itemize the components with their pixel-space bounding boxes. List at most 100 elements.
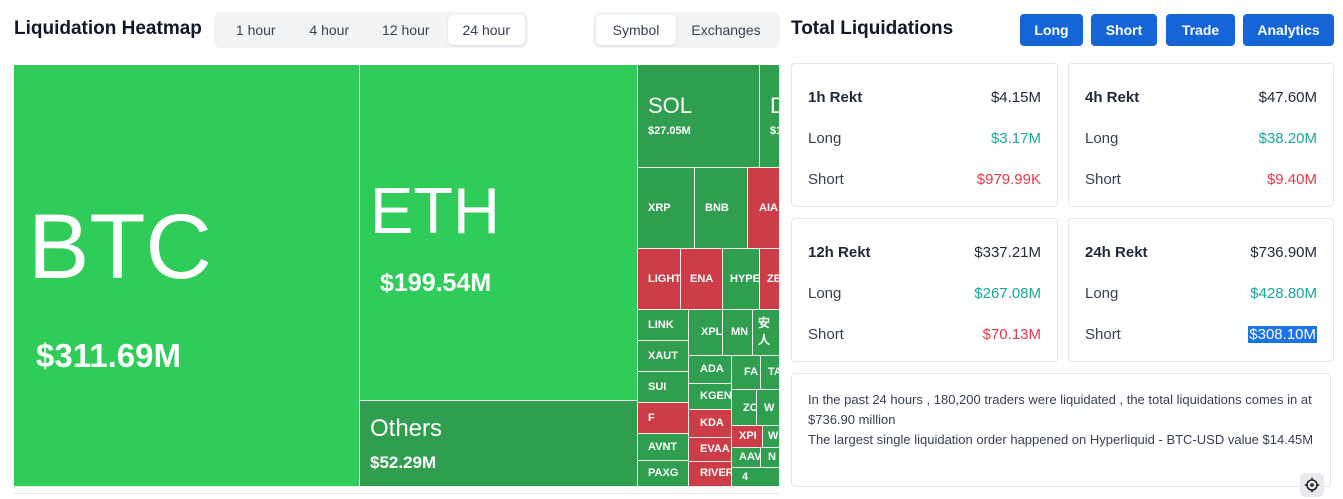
card-12h-long-label: Long [808, 285, 842, 302]
tile-hype-symbol: HYPE [730, 273, 760, 285]
tile-misc[interactable]: 4 [732, 468, 780, 487]
tile-fa[interactable]: FA [732, 356, 761, 390]
tile-btc-value: $311.69M [36, 337, 181, 374]
tile-eth[interactable]: ETH $199.54M [360, 65, 638, 401]
tile-f-symbol: F [648, 412, 655, 424]
tile-river[interactable]: RIVER [689, 462, 732, 487]
card-1h-long-value: $3.17M [990, 130, 1041, 147]
tile-aia-symbol: AIA [759, 202, 778, 214]
tile-aia[interactable]: AIA [748, 168, 780, 249]
tile-sui-symbol: SUI [648, 381, 667, 393]
tile-others[interactable]: Others $52.29M [360, 401, 638, 487]
tile-doge[interactable]: D $1 [760, 65, 780, 168]
tile-btc-symbol: BTC [28, 196, 212, 298]
tile-ena[interactable]: ENA [681, 249, 723, 310]
tile-xrp-symbol: XRP [648, 202, 671, 214]
tile-sol[interactable]: SOL $27.05M [638, 65, 760, 168]
card-24h-long-value: $428.80M [1250, 285, 1317, 302]
time-option-1h[interactable]: 1 hour [235, 22, 276, 38]
card-12h-short-label: Short [808, 326, 844, 343]
tile-mn-symbol: MN [731, 326, 749, 338]
tile-xpl[interactable]: XPL [689, 310, 723, 356]
tile-n[interactable]: N [761, 448, 780, 468]
view-option-exchanges[interactable]: Exchanges [691, 22, 761, 38]
tile-ta[interactable]: TA [761, 356, 780, 390]
short-button[interactable]: Short [1091, 14, 1157, 46]
summary-line-2: The largest single liquidation order hap… [808, 432, 1314, 447]
tile-hype[interactable]: HYPE [723, 249, 760, 310]
tile-kda[interactable]: KDA [689, 410, 732, 438]
heatmap-title: Liquidation Heatmap [14, 18, 202, 39]
tile-eth-value: $199.54M [380, 269, 492, 297]
tile-xaut[interactable]: XAUT [638, 341, 689, 372]
card-12h-total: $337.21M [974, 244, 1041, 261]
card-1h-label: 1h Rekt [808, 89, 863, 106]
tile-misc-symbol: 4 [742, 471, 749, 483]
tile-ta-symbol: TA [768, 366, 779, 378]
card-24h-long-label: Long [1085, 285, 1119, 302]
tile-aav-symbol: AAV [739, 451, 761, 463]
tile-w1-symbol: W [764, 402, 775, 414]
long-button[interactable]: Long [1020, 14, 1083, 46]
time-option-24h[interactable]: 24 hour [447, 15, 525, 45]
settings-button[interactable] [1300, 473, 1324, 497]
trade-button[interactable]: Trade [1166, 14, 1235, 46]
card-4h-long-label: Long [1085, 130, 1119, 147]
tile-sui[interactable]: SUI [638, 372, 689, 403]
tile-bnb-symbol: BNB [705, 202, 729, 214]
tile-doge-symbol: D [770, 93, 779, 119]
gear-icon [1304, 477, 1320, 493]
tile-evaa-symbol: EVAA [700, 443, 730, 455]
tile-mn[interactable]: MN [723, 310, 753, 356]
tile-w1[interactable]: W [757, 390, 780, 426]
time-option-4h[interactable]: 4 hour [309, 22, 350, 38]
tile-zec[interactable]: ZE [760, 249, 780, 310]
tile-w2[interactable]: W [763, 426, 780, 448]
tile-xpl-symbol: XPL [701, 326, 723, 338]
view-option-symbol[interactable]: Symbol [596, 15, 676, 45]
card-4h-total: $47.60M [1258, 89, 1317, 106]
card-24h-short-value: $308.10M [1248, 326, 1317, 343]
tile-sol-symbol: SOL [648, 93, 693, 118]
tile-w2-symbol: W [768, 430, 779, 442]
card-4h-label: 4h Rekt [1085, 89, 1140, 106]
tile-bnb[interactable]: BNB [695, 168, 748, 249]
tile-avnt-symbol: AVNT [648, 441, 678, 453]
tile-aav[interactable]: AAV [732, 448, 761, 468]
tile-f[interactable]: F [638, 403, 689, 434]
tile-others-symbol: Others [370, 415, 443, 442]
tile-link[interactable]: LINK [638, 310, 689, 341]
tile-paxg[interactable]: PAXG [638, 461, 689, 487]
tile-ada[interactable]: ADA [689, 356, 732, 384]
card-12h-long-value: $267.08M [974, 285, 1041, 302]
card-24h-short-label: Short [1085, 326, 1121, 343]
tile-an[interactable]: 安人 [753, 310, 780, 356]
card-12h-label: 12h Rekt [808, 244, 871, 261]
liquidation-heatmap: BTC $311.69M ETH $199.54M Others $52.29M… [14, 65, 780, 487]
tile-zo[interactable]: ZO [732, 390, 757, 426]
total-liquidations-title: Total Liquidations [791, 18, 954, 39]
card-1h-total: $4.15M [990, 89, 1041, 106]
tile-eth-symbol: ETH [370, 174, 500, 247]
time-range-selector: 1 hour 4 hour 12 hour 24 hour [214, 12, 528, 48]
tile-kgen-symbol: KGEN [700, 390, 732, 402]
tile-ada-symbol: ADA [700, 363, 724, 375]
card-24h-label: 24h Rekt [1085, 244, 1148, 261]
tile-btc[interactable]: BTC $311.69M [14, 65, 360, 487]
tile-evaa[interactable]: EVAA [689, 438, 732, 462]
tile-zec-symbol: ZE [767, 273, 780, 285]
tile-others-value: $52.29M [370, 453, 437, 472]
card-12h-short-value: $70.13M [982, 326, 1041, 343]
analytics-button[interactable]: Analytics [1243, 14, 1334, 46]
tile-zo-symbol: ZO [743, 402, 757, 414]
tile-avnt[interactable]: AVNT [638, 434, 689, 461]
tile-kgen[interactable]: KGEN [689, 384, 732, 410]
time-option-12h[interactable]: 12 hour [382, 22, 430, 38]
tile-river-symbol: RIVER [700, 467, 732, 479]
card-1h-short-label: Short [808, 171, 844, 188]
tile-light[interactable]: LIGHT [638, 249, 681, 310]
tile-xpi[interactable]: XPI [732, 426, 763, 448]
tile-xrp[interactable]: XRP [638, 168, 695, 249]
card-24h-total: $736.90M [1250, 244, 1317, 261]
tile-xpi-symbol: XPI [739, 430, 757, 442]
